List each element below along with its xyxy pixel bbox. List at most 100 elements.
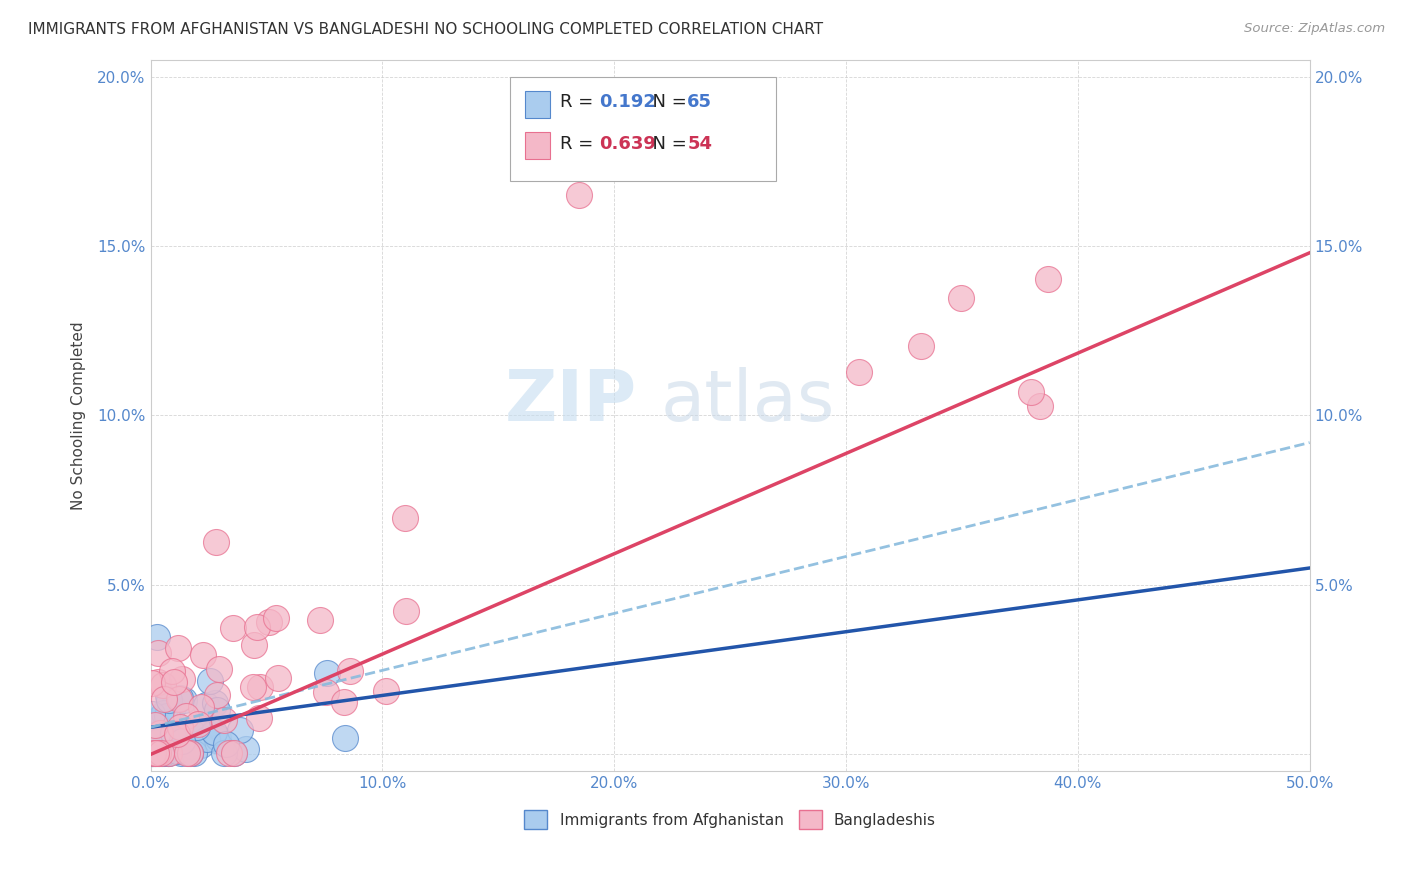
Point [375,683,398,698]
Point [205,703,228,717]
Point [167,737,190,751]
Point [146,630,169,644]
Point [332,695,354,709]
Point [394,511,416,525]
Point [183,746,205,760]
Point [308,613,330,627]
Point [202,727,225,741]
Point [160,729,183,743]
Point [333,731,356,745]
Point [257,615,280,629]
Point [212,746,235,760]
Point [215,737,238,751]
Text: ZIP: ZIP [505,367,637,436]
Point [187,717,209,731]
Point [145,746,167,760]
Point [160,664,183,678]
Point [222,621,245,635]
Point [152,678,174,692]
Point [143,746,166,760]
Point [146,717,169,731]
Point [170,746,193,760]
Point [191,648,214,662]
Point [150,746,173,760]
Point [167,692,190,706]
Text: Source: ZipAtlas.com: Source: ZipAtlas.com [1244,22,1385,36]
Point [315,685,337,699]
Point [146,727,169,741]
Point [173,693,195,707]
Point [204,732,226,747]
Bar [524,91,551,118]
Point [195,718,218,732]
Point [157,692,180,706]
Point [167,640,190,655]
Point [149,726,172,740]
Point [204,535,226,549]
Point [181,739,204,753]
Point [172,734,194,748]
Text: N =: N = [641,94,692,112]
Point [190,699,212,714]
Point [153,691,176,706]
Point [142,715,165,730]
Point [267,672,290,686]
Point [153,746,176,760]
Text: 0.192: 0.192 [599,94,657,112]
Text: N =: N = [641,135,692,153]
Point [202,725,225,739]
Point [162,726,184,740]
Point [148,675,170,690]
Point [141,746,163,760]
Text: R =: R = [560,135,599,153]
Point [848,365,870,379]
Text: R =: R = [560,94,599,112]
Point [157,689,180,703]
Point [156,746,179,760]
Legend: Immigrants from Afghanistan, Bangladeshis: Immigrants from Afghanistan, Bangladeshi… [519,804,942,835]
Y-axis label: No Schooling Completed: No Schooling Completed [72,321,86,510]
Point [153,744,176,758]
Point [153,706,176,721]
Point [148,746,170,760]
Point [242,680,264,694]
Point [163,675,186,690]
Point [204,697,226,711]
Point [247,711,270,725]
Point [141,676,163,690]
Point [156,710,179,724]
Point [249,680,271,694]
Text: 0.639: 0.639 [599,135,657,153]
Point [156,709,179,723]
Point [1029,399,1052,413]
FancyBboxPatch shape [510,78,776,180]
Point [224,746,246,760]
Point [142,721,165,735]
Point [143,746,166,760]
Point [141,746,163,760]
Point [235,742,257,756]
Point [142,746,165,760]
Point [910,339,932,353]
Point [179,746,201,760]
Point [169,719,191,733]
Point [224,746,246,760]
Point [339,664,361,678]
Point [148,746,170,760]
Text: 54: 54 [688,135,713,153]
Point [170,672,193,686]
Text: atlas: atlas [661,367,835,436]
Point [141,746,163,760]
Text: IMMIGRANTS FROM AFGHANISTAN VS BANGLADESHI NO SCHOOLING COMPLETED CORRELATION CH: IMMIGRANTS FROM AFGHANISTAN VS BANGLADES… [28,22,824,37]
Point [163,717,186,731]
Point [156,746,179,760]
Point [1021,384,1043,399]
Point [264,611,287,625]
Point [169,691,191,706]
Point [1036,272,1059,286]
Point [186,720,208,734]
Point [205,688,228,702]
Point [212,713,235,727]
Point [218,746,240,760]
Point [177,746,200,760]
